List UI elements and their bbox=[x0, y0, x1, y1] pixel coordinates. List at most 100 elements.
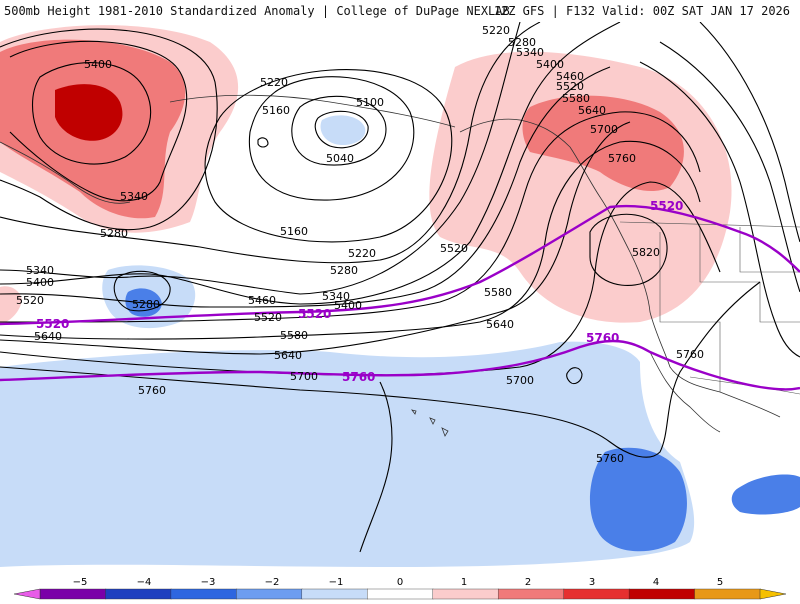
contour-bc-low-5100 bbox=[291, 95, 387, 166]
map-title: 500mb Height 1981-2010 Standardized Anom… bbox=[4, 4, 510, 18]
colorbar-tick-label: 1 bbox=[461, 577, 467, 588]
island-hawaii-a bbox=[411, 409, 417, 415]
contour-5460 bbox=[0, 66, 611, 308]
contour-5700 bbox=[0, 181, 721, 376]
colorbar-segment bbox=[39, 588, 107, 600]
contour-labels: 5400 5340 5280 5220 5160 5100 5040 5160 … bbox=[16, 24, 704, 465]
island-hawaii-b bbox=[429, 417, 436, 425]
colorbar-tick-label: 5 bbox=[717, 577, 723, 588]
contour-label: 5820 bbox=[632, 246, 660, 259]
contour-5340 bbox=[0, 22, 521, 295]
contour-pacific-low bbox=[113, 270, 171, 312]
contour-5580 bbox=[0, 140, 701, 340]
colorbar-tick-label: 4 bbox=[653, 577, 659, 588]
reference-labels: 5520 5520 5520 5760 5760 bbox=[36, 199, 683, 384]
colorbar-tick-label: −2 bbox=[265, 577, 280, 588]
colorbar-tick-label: 0 bbox=[397, 577, 403, 588]
contour-label: 5520 bbox=[440, 242, 468, 255]
contour-label: 5220 bbox=[260, 76, 288, 89]
colorbar-segment bbox=[694, 588, 761, 600]
contour-label: 5340 bbox=[26, 264, 54, 277]
contour-label: 5280 bbox=[100, 227, 128, 240]
contour-label: 5400 bbox=[26, 276, 54, 289]
contour-label: 5400 bbox=[84, 58, 112, 71]
colorbar-right-arrow bbox=[759, 588, 787, 600]
colorbar-segment bbox=[563, 588, 630, 600]
contour-ne-5760 bbox=[639, 61, 800, 358]
ref-contour-5520 bbox=[0, 204, 800, 326]
anomaly-region-subtropic-mid bbox=[589, 447, 687, 552]
anomaly-region-east-edge-mid bbox=[731, 474, 800, 515]
contour-label: 5340 bbox=[120, 190, 148, 203]
colorbar-svg: −5 −4 −3 −2 −1 0 1 2 3 4 5 bbox=[13, 577, 787, 600]
contour-5640 bbox=[0, 121, 631, 355]
colorbar-ticks: −5 −4 −3 −2 −1 0 1 2 3 4 5 bbox=[73, 577, 724, 588]
coastline-baja bbox=[649, 351, 721, 433]
colorbar-tick-label: 2 bbox=[525, 577, 531, 588]
contour-label: 5280 bbox=[132, 298, 160, 311]
contour-label: 5220 bbox=[482, 24, 510, 37]
contour-nw-high-inner bbox=[32, 62, 152, 165]
colorbar-segment bbox=[497, 588, 565, 600]
contour-label: 5460 bbox=[248, 294, 276, 307]
border-us-canada bbox=[619, 221, 800, 228]
contour-label: 5640 bbox=[34, 330, 62, 343]
anomaly-region-pacific-edge-weak bbox=[0, 286, 22, 324]
contour-5760 bbox=[0, 281, 761, 458]
colorbar-segment bbox=[628, 588, 696, 600]
contour-label: 5580 bbox=[562, 92, 590, 105]
contour-label: 5580 bbox=[280, 329, 308, 342]
island-hawaii-c bbox=[441, 427, 449, 437]
contour-bc-low-5220 bbox=[204, 69, 453, 243]
contour-south-5760 bbox=[359, 381, 393, 553]
contour-label: 5700 bbox=[590, 123, 618, 136]
contour-label: 5760 bbox=[138, 384, 166, 397]
contour-label: 5760 bbox=[608, 152, 636, 165]
contour-label: 5700 bbox=[506, 374, 534, 387]
contour-label: 5520 bbox=[254, 311, 282, 324]
contour-5400 bbox=[0, 22, 621, 305]
colorbar-segment bbox=[105, 588, 172, 600]
contour-ne-5640 bbox=[699, 22, 800, 243]
contour-label: 5640 bbox=[578, 104, 606, 117]
colorbar-segment bbox=[367, 588, 434, 600]
contour-label: 5520 bbox=[556, 80, 584, 93]
islands bbox=[411, 409, 449, 437]
reference-contours bbox=[0, 204, 800, 391]
colorbar-tick-label: −4 bbox=[137, 577, 152, 588]
anomaly-region-bc-low bbox=[320, 115, 366, 146]
contour-bc-low-5040 bbox=[314, 110, 369, 149]
contour-label: 5100 bbox=[356, 96, 384, 109]
contour-label: 5520 bbox=[16, 294, 44, 307]
contour-label: 5280 bbox=[508, 36, 536, 49]
contour-5280 bbox=[0, 22, 541, 264]
weather-map[interactable]: 5400 5340 5280 5220 5160 5100 5040 5160 … bbox=[0, 22, 800, 574]
contour-label: 5640 bbox=[274, 349, 302, 362]
contour-small-ring bbox=[566, 367, 583, 385]
anomaly-region-nw-pacific-strong bbox=[55, 84, 123, 141]
contour-label: 5400 bbox=[334, 299, 362, 312]
contour-small-loop bbox=[257, 137, 269, 148]
contour-label: 5640 bbox=[486, 318, 514, 331]
colorbar-segment bbox=[432, 588, 499, 600]
contour-label: 5700 bbox=[290, 370, 318, 383]
contour-nw-high-5280 bbox=[0, 28, 218, 231]
contour-5520 bbox=[0, 111, 701, 323]
ref-label: 5760 bbox=[342, 370, 375, 384]
contour-label: 5040 bbox=[326, 152, 354, 165]
colorbar-tick-label: −3 bbox=[201, 577, 216, 588]
contour-label: 5760 bbox=[596, 452, 624, 465]
ref-label: 5520 bbox=[36, 317, 69, 331]
map-canvas: 5400 5340 5280 5220 5160 5100 5040 5160 … bbox=[0, 22, 800, 567]
border-states-a bbox=[659, 232, 721, 392]
ref-label: 5520 bbox=[650, 199, 683, 213]
colorbar-tick-label: 3 bbox=[589, 577, 595, 588]
contour-label: 5340 bbox=[516, 46, 544, 59]
contour-label: 5340 bbox=[322, 290, 350, 303]
contour-label: 5460 bbox=[556, 70, 584, 83]
ref-contour-5760 bbox=[0, 339, 800, 391]
contour-label: 5160 bbox=[262, 104, 290, 117]
colorbar-tick-label: −1 bbox=[329, 577, 344, 588]
colorbar-segment bbox=[301, 588, 368, 600]
contour-bc-low-5160 bbox=[248, 76, 415, 201]
